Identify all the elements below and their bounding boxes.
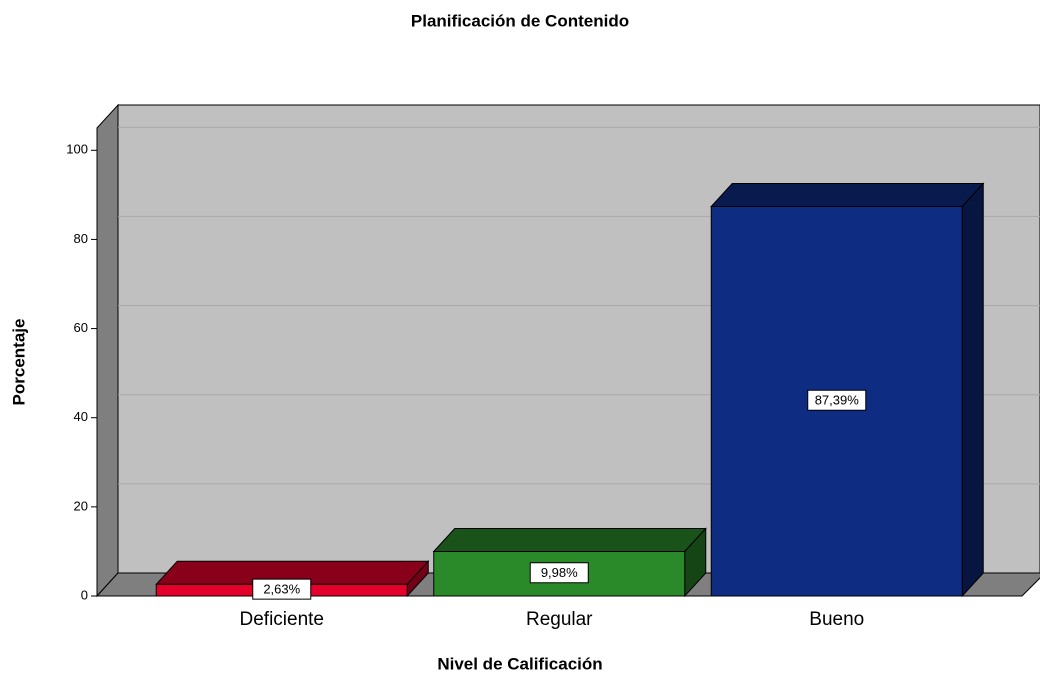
bar-top xyxy=(710,182,985,207)
value-label: 2,63% xyxy=(263,582,300,597)
bar: 2,63% xyxy=(155,559,430,600)
value-label: 9,98% xyxy=(541,565,578,580)
value-label: 87,39% xyxy=(815,393,860,408)
bar: 87,39% xyxy=(710,182,985,598)
value-label-box xyxy=(807,389,867,411)
x-tick-label: Deficiente xyxy=(240,609,325,630)
x-tick-label: Bueno xyxy=(809,609,864,630)
y-axis-label: Porcentaje xyxy=(9,319,28,406)
y-tick-label: 0 xyxy=(81,587,88,602)
bar-side xyxy=(961,182,984,598)
bar-top xyxy=(432,528,707,553)
chart-title: Planificación de Contenido xyxy=(411,11,629,30)
x-axis-label: Nivel de Calificación xyxy=(437,654,602,673)
y-tick-label: 40 xyxy=(74,409,88,424)
left-wall xyxy=(96,103,119,598)
y-tick-label: 100 xyxy=(66,142,88,157)
y-tick-label: 20 xyxy=(74,498,88,513)
bar: 9,98% xyxy=(432,527,707,598)
x-tick-label: Regular xyxy=(526,609,593,630)
bars: 2,63% 9,98% 87,39% xyxy=(155,182,985,600)
value-label-box xyxy=(529,562,589,584)
y-tick-label: 60 xyxy=(74,320,88,335)
y-tick-label: 80 xyxy=(74,231,88,246)
value-label-box xyxy=(252,578,312,600)
